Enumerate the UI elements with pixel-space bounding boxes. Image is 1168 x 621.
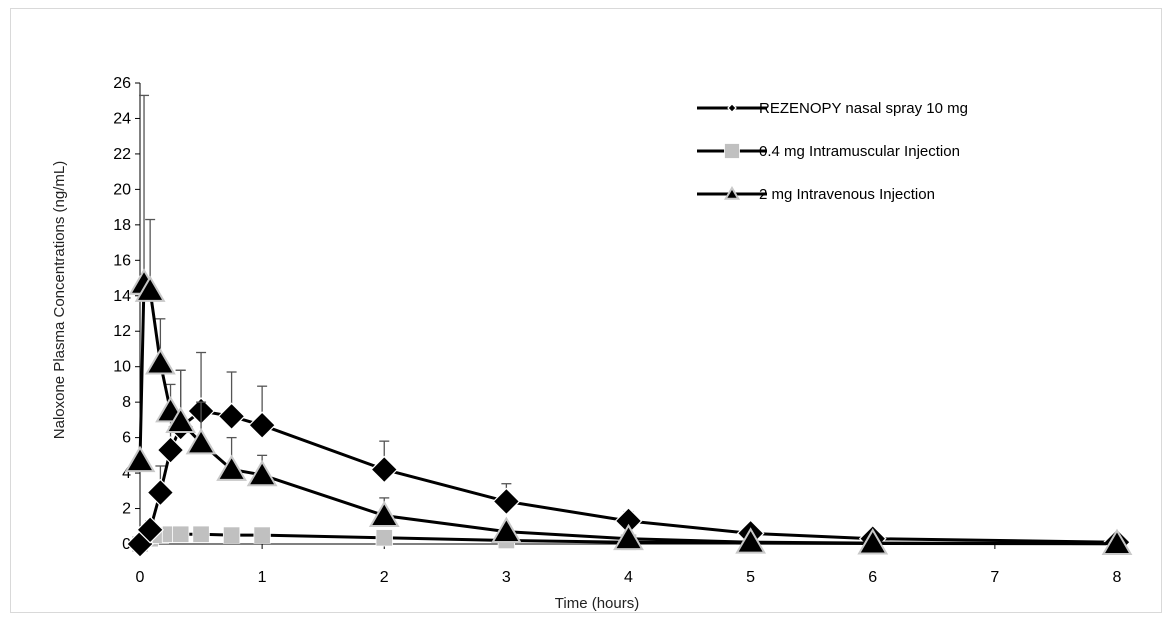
data-point xyxy=(735,527,767,554)
legend-label: 0.4 mg Intramuscular Injection xyxy=(759,143,960,160)
y-tick-label: 4 xyxy=(122,465,131,482)
y-tick-label: 6 xyxy=(122,430,131,447)
legend-marker xyxy=(723,186,741,200)
y-tick-label: 20 xyxy=(113,181,131,198)
data-point xyxy=(492,487,521,516)
data-point xyxy=(490,516,522,543)
y-tick-label: 24 xyxy=(113,110,131,127)
data-point xyxy=(246,459,278,487)
series-line xyxy=(138,279,1118,546)
y-tick-label: 12 xyxy=(113,323,131,340)
y-tick-label: 22 xyxy=(113,146,131,163)
data-point xyxy=(145,348,176,375)
chart-frame xyxy=(10,8,1162,613)
data-point xyxy=(124,445,156,473)
data-point xyxy=(185,427,217,455)
data-point xyxy=(375,529,393,547)
x-tick-label: 3 xyxy=(502,569,511,586)
data-point xyxy=(222,526,241,544)
y-tick-label: 16 xyxy=(113,252,131,269)
x-tick-label: 0 xyxy=(136,569,145,586)
data-point xyxy=(1101,528,1133,556)
x-axis-ticks: 0 1 2 3 4 5 6 7 8 xyxy=(136,544,1122,586)
legend-label: REZENOPY nasal spray 10 mg xyxy=(759,100,968,117)
x-tick-label: 2 xyxy=(380,569,389,586)
data-point xyxy=(253,526,271,544)
legend-item: REZENOPY nasal spray 10 mg xyxy=(697,100,968,117)
x-tick-label: 1 xyxy=(258,569,267,586)
data-point xyxy=(165,406,197,434)
data-point xyxy=(217,402,246,431)
legend-label: 2 mg Intravenous Injection xyxy=(759,186,935,203)
legend-item: 2 mg Intravenous Injection xyxy=(697,186,935,203)
x-tick-label: 4 xyxy=(624,569,633,586)
y-tick-label: 0 xyxy=(122,536,131,553)
data-point xyxy=(216,454,247,481)
x-tick-label: 8 xyxy=(1113,569,1122,586)
legend-item: 0.4 mg Intramuscular Injection xyxy=(697,143,960,160)
axes xyxy=(139,83,1117,545)
data-point xyxy=(134,275,166,302)
series-triangle xyxy=(124,94,1133,556)
data-point xyxy=(146,478,175,507)
data-point xyxy=(370,455,399,484)
legend-marker xyxy=(727,103,737,113)
y-tick-label: 26 xyxy=(113,75,131,92)
series-diamond xyxy=(126,351,1131,558)
x-tick-label: 5 xyxy=(746,569,755,586)
data-point xyxy=(368,500,400,528)
y-tick-label: 18 xyxy=(113,217,131,234)
data-point xyxy=(192,525,210,543)
data-point xyxy=(248,411,276,440)
legend: REZENOPY nasal spray 10 mg 0.4 mg Intramu… xyxy=(697,100,968,203)
y-axis-title: Naloxone Plasma Concentrations (ng/mL) xyxy=(51,161,68,439)
y-tick-label: 10 xyxy=(113,359,131,376)
data-point xyxy=(857,528,889,555)
data-point xyxy=(156,436,185,464)
data-point xyxy=(613,523,644,551)
x-axis-title: Time (hours) xyxy=(555,595,639,612)
x-tick-label: 7 xyxy=(990,569,999,586)
legend-marker xyxy=(724,143,740,159)
y-tick-label: 14 xyxy=(113,288,131,305)
y-tick-label: 2 xyxy=(122,501,131,518)
data-point xyxy=(136,515,164,544)
y-tick-label: 8 xyxy=(122,394,131,411)
x-tick-label: 6 xyxy=(868,569,877,586)
data-point xyxy=(172,525,190,543)
series-layer xyxy=(124,94,1133,558)
